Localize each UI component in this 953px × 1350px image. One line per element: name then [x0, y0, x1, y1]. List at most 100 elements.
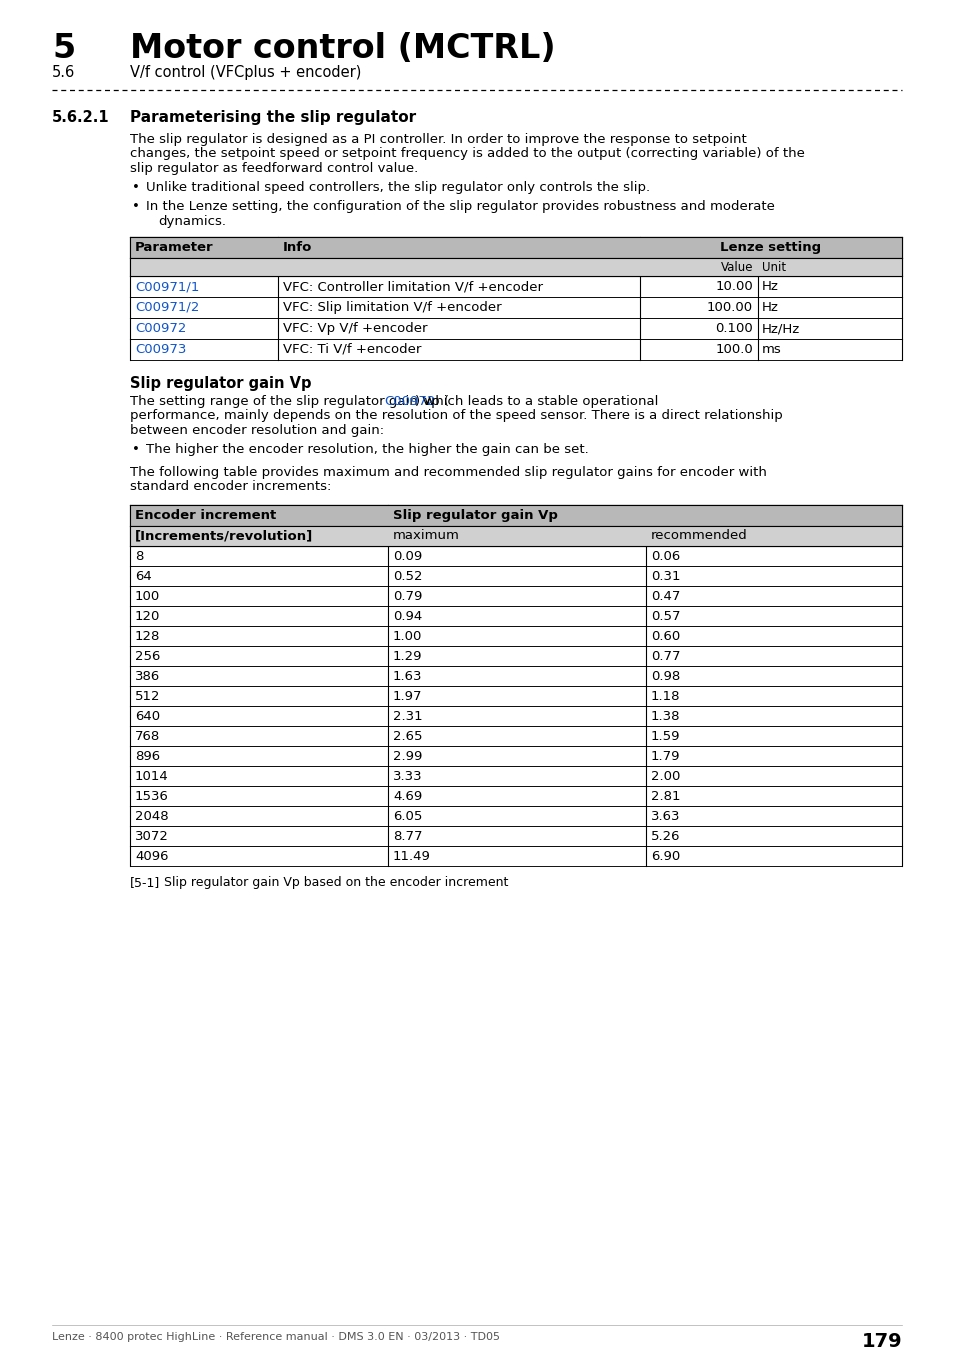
Text: 1.38: 1.38 — [650, 710, 679, 724]
Text: 3.63: 3.63 — [650, 810, 679, 824]
Text: ms: ms — [761, 343, 781, 356]
Text: Motor control (MCTRL): Motor control (MCTRL) — [130, 32, 555, 65]
Text: 640: 640 — [135, 710, 160, 724]
Text: Lenze setting: Lenze setting — [720, 242, 821, 254]
Text: 179: 179 — [861, 1332, 901, 1350]
Text: Slip regulator gain Vp based on the encoder increment: Slip regulator gain Vp based on the enco… — [164, 876, 508, 890]
Text: 1.63: 1.63 — [393, 670, 422, 683]
Text: standard encoder increments:: standard encoder increments: — [130, 481, 331, 494]
Bar — [130, 806, 901, 826]
Text: 0.09: 0.09 — [393, 549, 422, 563]
Text: 1.18: 1.18 — [650, 690, 679, 703]
Bar — [130, 846, 901, 865]
Text: 0.100: 0.100 — [715, 323, 752, 335]
Text: 3.33: 3.33 — [393, 769, 422, 783]
Text: 10.00: 10.00 — [715, 279, 752, 293]
Text: 896: 896 — [135, 751, 160, 763]
Text: 512: 512 — [135, 690, 160, 703]
Text: Parameterising the slip regulator: Parameterising the slip regulator — [130, 109, 416, 126]
Text: 0.79: 0.79 — [393, 590, 422, 603]
Text: Lenze · 8400 protec HighLine · Reference manual · DMS 3.0 EN · 03/2013 · TD05: Lenze · 8400 protec HighLine · Reference… — [52, 1332, 499, 1342]
Text: 100: 100 — [135, 590, 160, 603]
Text: 2.65: 2.65 — [393, 730, 422, 742]
Text: 4.69: 4.69 — [393, 790, 422, 803]
Text: 100.0: 100.0 — [715, 343, 752, 356]
Text: 1.79: 1.79 — [650, 751, 679, 763]
Text: recommended: recommended — [650, 529, 747, 541]
Bar — [130, 686, 901, 706]
Text: 0.47: 0.47 — [650, 590, 679, 603]
Text: performance, mainly depends on the resolution of the speed sensor. There is a di: performance, mainly depends on the resol… — [130, 409, 781, 423]
Text: 5.26: 5.26 — [650, 830, 679, 842]
Text: Parameter: Parameter — [135, 242, 213, 254]
Text: C00971/1: C00971/1 — [135, 279, 199, 293]
Text: between encoder resolution and gain:: between encoder resolution and gain: — [130, 424, 384, 437]
Text: 8.77: 8.77 — [393, 830, 422, 842]
Text: 6.05: 6.05 — [393, 810, 422, 824]
Bar — [130, 647, 901, 666]
Text: 1.29: 1.29 — [393, 649, 422, 663]
Text: 0.60: 0.60 — [650, 630, 679, 643]
Text: Hz/Hz: Hz/Hz — [761, 323, 800, 335]
Text: 11.49: 11.49 — [393, 850, 431, 863]
Bar — [130, 606, 901, 626]
Bar — [130, 566, 901, 586]
Bar — [130, 786, 901, 806]
Text: 120: 120 — [135, 610, 160, 622]
Text: 2.00: 2.00 — [650, 769, 679, 783]
Text: changes, the setpoint speed or setpoint frequency is added to the output (correc: changes, the setpoint speed or setpoint … — [130, 147, 804, 161]
Text: •: • — [132, 200, 140, 213]
Text: 2.31: 2.31 — [393, 710, 422, 724]
Bar — [130, 238, 901, 258]
Bar — [130, 765, 901, 786]
Text: VFC: Slip limitation V/f +encoder: VFC: Slip limitation V/f +encoder — [283, 301, 501, 315]
Text: The following table provides maximum and recommended slip regulator gains for en: The following table provides maximum and… — [130, 466, 766, 479]
Text: 6.90: 6.90 — [650, 850, 679, 863]
Text: VFC: Controller limitation V/f +encoder: VFC: Controller limitation V/f +encoder — [283, 279, 542, 293]
Text: C00971/2: C00971/2 — [135, 301, 199, 315]
Text: 1.97: 1.97 — [393, 690, 422, 703]
Text: Info: Info — [283, 242, 312, 254]
Text: 4096: 4096 — [135, 850, 169, 863]
Text: slip regulator as feedforward control value.: slip regulator as feedforward control va… — [130, 162, 417, 176]
Text: C00973: C00973 — [135, 343, 186, 356]
Text: ) which leads to a stable operational: ) which leads to a stable operational — [415, 396, 658, 408]
Text: 3072: 3072 — [135, 830, 169, 842]
Text: dynamics.: dynamics. — [158, 215, 226, 228]
Text: 386: 386 — [135, 670, 160, 683]
Text: [5-1]: [5-1] — [130, 876, 160, 890]
Text: 2048: 2048 — [135, 810, 169, 824]
Bar — [130, 747, 901, 765]
Text: 8: 8 — [135, 549, 143, 563]
Text: Unlike traditional speed controllers, the slip regulator only controls the slip.: Unlike traditional speed controllers, th… — [146, 181, 649, 194]
Bar — [130, 826, 901, 846]
Text: Encoder increment: Encoder increment — [135, 509, 276, 522]
Text: Unit: Unit — [761, 261, 785, 274]
Text: •: • — [132, 181, 140, 194]
Text: 0.31: 0.31 — [650, 570, 679, 583]
Text: 0.77: 0.77 — [650, 649, 679, 663]
Bar — [130, 626, 901, 647]
Text: 2.99: 2.99 — [393, 751, 422, 763]
Text: The setting range of the slip regulator gain Vp (: The setting range of the slip regulator … — [130, 396, 449, 408]
Bar — [130, 666, 901, 686]
Bar — [130, 706, 901, 726]
Text: Slip regulator gain Vp: Slip regulator gain Vp — [130, 377, 312, 392]
Text: The slip regulator is designed as a PI controller. In order to improve the respo: The slip regulator is designed as a PI c… — [130, 134, 746, 146]
Text: 1.00: 1.00 — [393, 630, 422, 643]
Text: 5.6: 5.6 — [52, 65, 75, 80]
Bar — [130, 319, 901, 339]
Text: 0.94: 0.94 — [393, 610, 422, 622]
Text: •: • — [132, 444, 140, 456]
Bar — [130, 275, 901, 297]
Text: 5.6.2.1: 5.6.2.1 — [52, 109, 110, 126]
Text: 1.59: 1.59 — [650, 730, 679, 742]
Bar — [130, 545, 901, 566]
Text: VFC: Vp V/f +encoder: VFC: Vp V/f +encoder — [283, 323, 427, 335]
Bar — [130, 258, 901, 275]
Text: V/f control (VFCplus + encoder): V/f control (VFCplus + encoder) — [130, 65, 361, 80]
Text: 1014: 1014 — [135, 769, 169, 783]
Bar — [130, 297, 901, 319]
Text: 256: 256 — [135, 649, 160, 663]
Text: 2.81: 2.81 — [650, 790, 679, 803]
